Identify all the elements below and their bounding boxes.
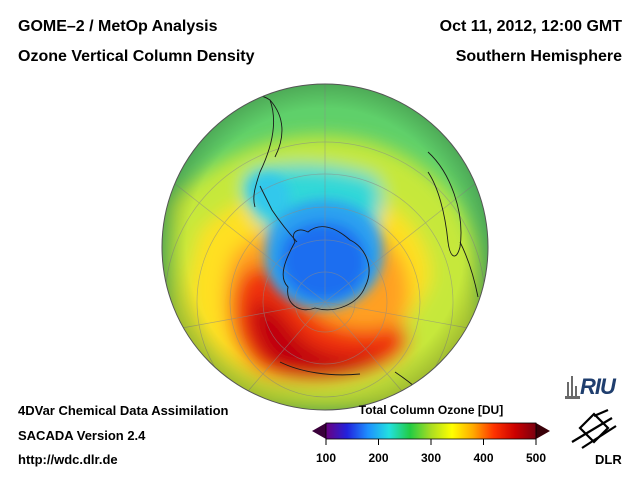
version-label: SACADA Version 2.4 bbox=[18, 428, 146, 443]
instrument-title: GOME–2 / MetOp Analysis bbox=[18, 18, 218, 35]
colorbar-tick-label: 100 bbox=[315, 451, 337, 465]
colorbar-gradient bbox=[326, 423, 536, 439]
colorbar-high-arrow bbox=[536, 423, 550, 439]
dlr-logo: DLR bbox=[566, 408, 626, 472]
colorbar-tick-label: 200 bbox=[368, 451, 389, 465]
colorbar-tick-label: 400 bbox=[473, 451, 494, 465]
datetime-label: Oct 11, 2012, 12:00 GMT bbox=[439, 18, 622, 35]
product-title: Ozone Vertical Column Density bbox=[18, 48, 255, 65]
ozone-globe-map bbox=[161, 83, 489, 411]
legend-title: Total Column Ozone [DU] bbox=[358, 403, 504, 417]
colorbar-legend: Total Column Ozone [DU] 100 200 300 400 500 bbox=[312, 400, 550, 470]
colorbar-tick-label: 300 bbox=[420, 451, 442, 465]
colorbar-low-arrow bbox=[312, 423, 326, 439]
region-label: Southern Hemisphere bbox=[455, 48, 622, 65]
method-label: 4DVar Chemical Data Assimilation bbox=[18, 403, 229, 418]
colorbar bbox=[312, 422, 550, 445]
riu-logo: RIU bbox=[564, 372, 634, 404]
dlr-logo-text: DLR bbox=[595, 452, 622, 467]
riu-logo-text: RIU bbox=[580, 374, 616, 399]
url-link[interactable]: http://wdc.dlr.de bbox=[18, 452, 118, 467]
colorbar-tick-label: 500 bbox=[525, 451, 547, 465]
